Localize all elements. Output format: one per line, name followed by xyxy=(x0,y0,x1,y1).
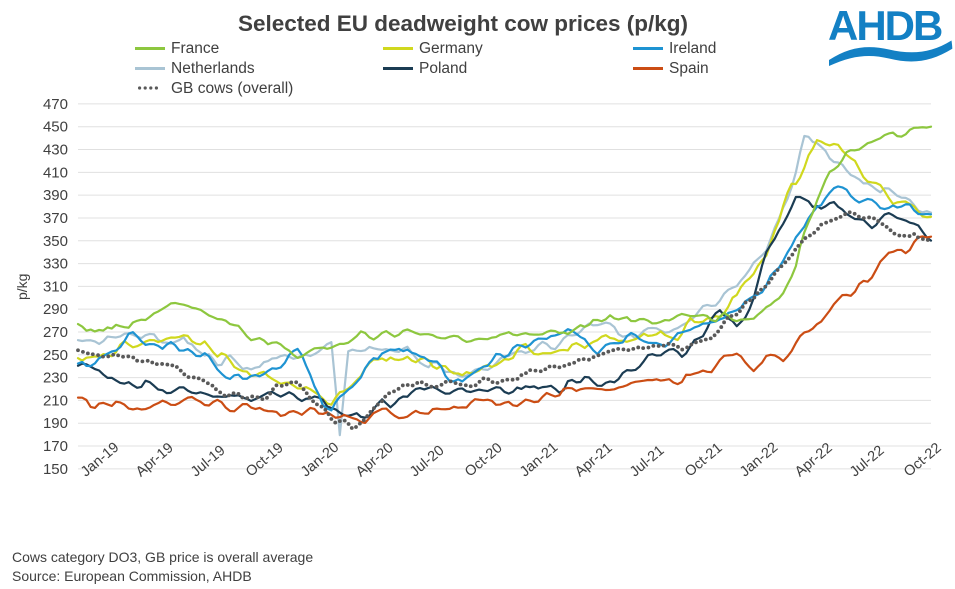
svg-text:470: 470 xyxy=(43,96,68,113)
svg-text:350: 350 xyxy=(43,233,68,250)
svg-text:230: 230 xyxy=(43,370,68,387)
svg-text:390: 390 xyxy=(43,187,68,204)
svg-text:AHDB: AHDB xyxy=(828,2,942,49)
svg-text:370: 370 xyxy=(43,210,68,227)
svg-text:210: 210 xyxy=(43,392,68,409)
svg-text:170: 170 xyxy=(43,438,68,455)
svg-text:290: 290 xyxy=(43,301,68,318)
svg-text:270: 270 xyxy=(43,324,68,341)
svg-text:190: 190 xyxy=(43,415,68,432)
svg-text:330: 330 xyxy=(43,256,68,273)
svg-text:310: 310 xyxy=(43,278,68,295)
svg-text:450: 450 xyxy=(43,119,68,136)
svg-text:410: 410 xyxy=(43,164,68,181)
svg-text:250: 250 xyxy=(43,347,68,364)
svg-text:430: 430 xyxy=(43,142,68,159)
